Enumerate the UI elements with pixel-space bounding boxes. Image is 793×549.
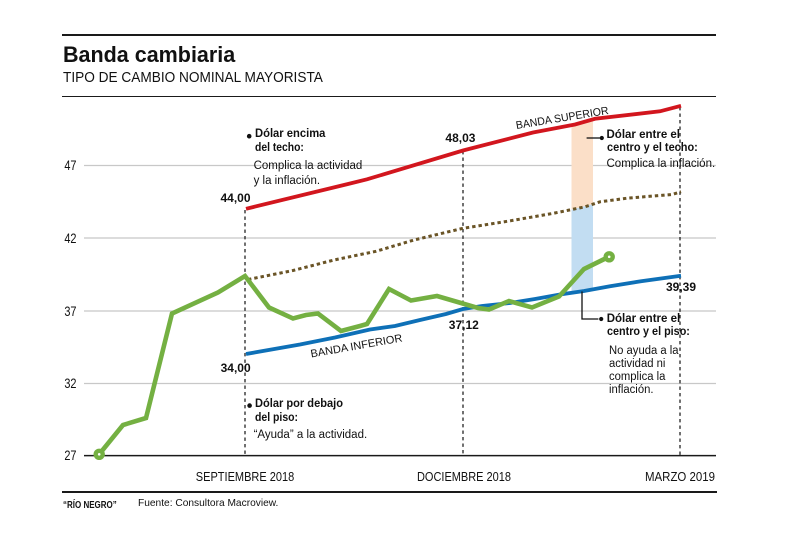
svg-text:BANDA INFERIOR: BANDA INFERIOR bbox=[310, 332, 404, 360]
